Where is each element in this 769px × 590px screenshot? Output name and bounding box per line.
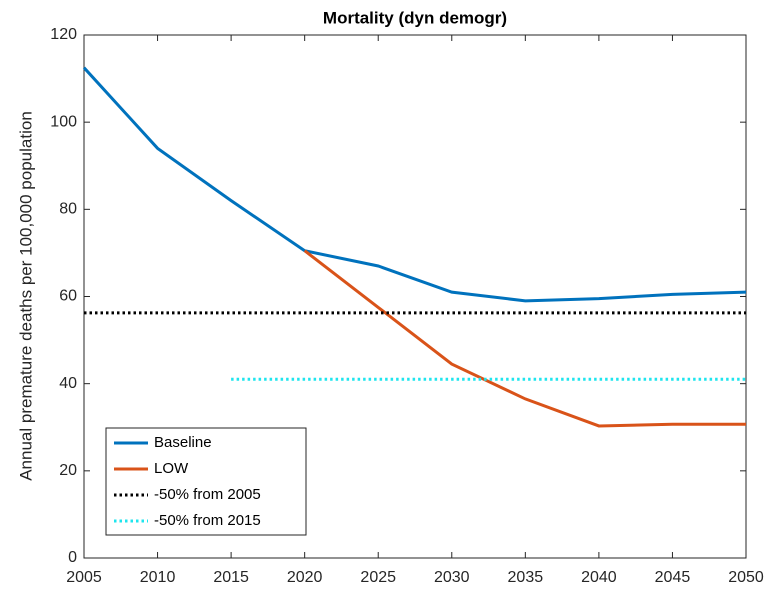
x-tick-label: 2050 [728, 569, 764, 586]
x-tick-label: 2015 [213, 569, 249, 586]
legend-box [105, 427, 307, 536]
x-tick-label: 2045 [655, 569, 691, 586]
series-line [82, 66, 747, 303]
y-tick-label: 100 [50, 113, 77, 130]
x-tick-label: 2040 [581, 569, 617, 586]
legend-label: LOW [154, 460, 189, 477]
y-tick-label: 20 [59, 462, 77, 479]
y-tick-label: 80 [59, 201, 77, 218]
y-tick-label: 0 [68, 549, 77, 566]
legend-label: Baseline [154, 434, 212, 451]
y-axis-label: Annual premature deaths per 100,000 popu… [16, 111, 35, 481]
y-tick-label: 60 [59, 288, 77, 305]
series-line [303, 249, 746, 428]
x-tick-label: 2035 [508, 569, 544, 586]
y-tick-label: 40 [59, 375, 77, 392]
legend-label: -50% from 2015 [154, 512, 261, 529]
legend-label: -50% from 2005 [154, 486, 261, 503]
plot-frame [83, 34, 747, 559]
chart-title: Mortality (dyn demogr) [323, 8, 507, 27]
x-tick-label: 2005 [66, 569, 102, 586]
x-tick-label: 2030 [434, 569, 470, 586]
x-tick-label: 2010 [140, 569, 176, 586]
x-tick-label: 2020 [287, 569, 323, 586]
x-tick-label: 2025 [360, 569, 396, 586]
y-tick-label: 120 [50, 26, 77, 43]
